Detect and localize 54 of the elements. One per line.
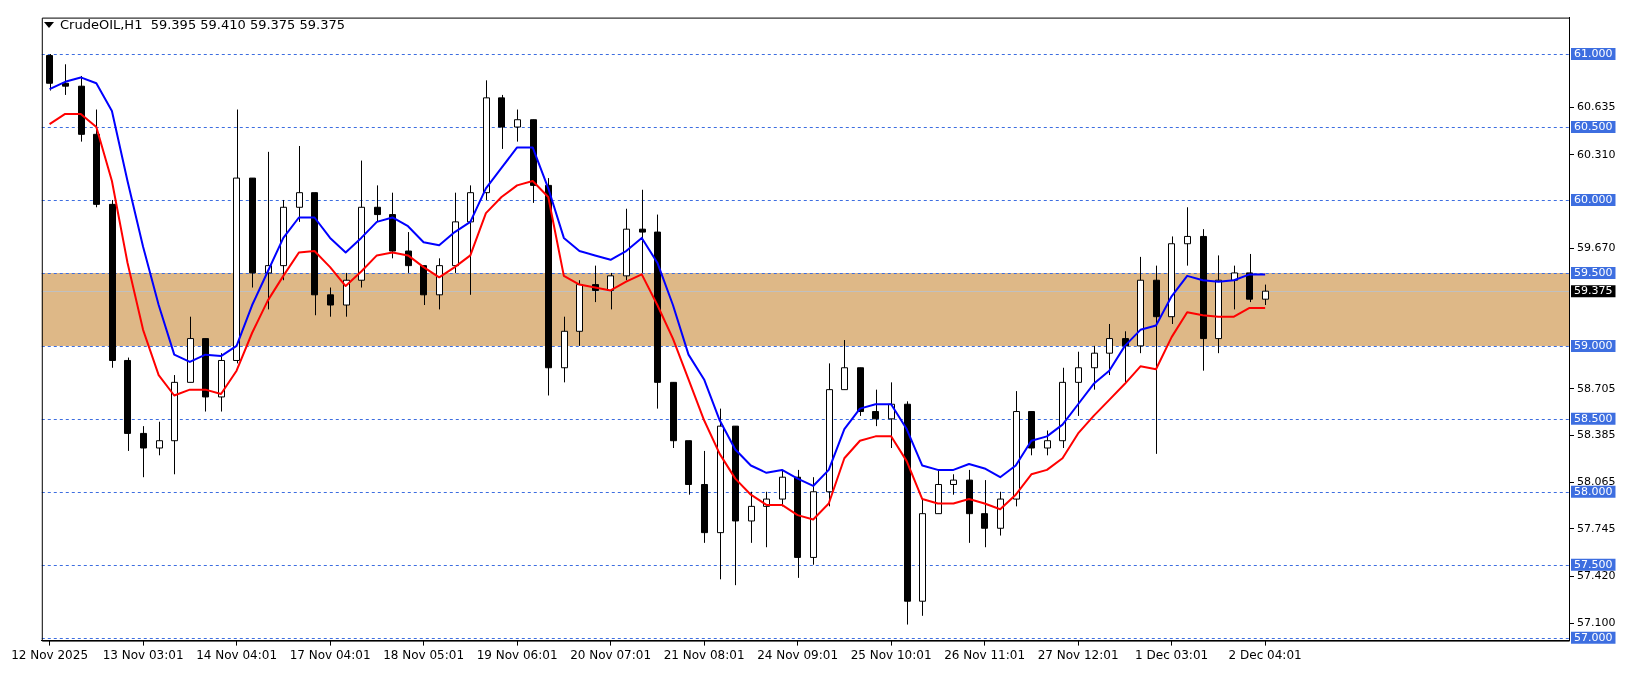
- candlestick: [140, 425, 147, 478]
- candlestick: [374, 184, 381, 223]
- candlestick: [950, 473, 957, 496]
- candlestick: [514, 109, 521, 143]
- x-tick-label: 20 Nov 07:01: [570, 647, 652, 662]
- x-tick-label: 13 Nov 03:01: [102, 647, 184, 662]
- x-tick-label: 19 Nov 06:01: [476, 647, 558, 662]
- candlestick: [779, 469, 786, 507]
- ref-line-label: 60.000: [1574, 192, 1613, 206]
- candlestick: [1091, 345, 1098, 391]
- x-tick-label: 14 Nov 04:01: [196, 647, 278, 662]
- x-tick-label: 12 Nov 2025: [11, 647, 89, 662]
- candlestick: [296, 145, 303, 223]
- x-tick-label: 24 Nov 09:01: [757, 647, 839, 662]
- ref-line-label: 57.000: [1574, 630, 1613, 644]
- candlestick: [1044, 430, 1051, 456]
- chart-title: CrudeOIL,H1 59.395 59.410 59.375 59.375: [60, 17, 346, 32]
- y-tick-label: 58.385: [1577, 428, 1616, 442]
- candlestick: [156, 421, 163, 456]
- x-tick-label: 1 Dec 03:01: [1135, 647, 1209, 662]
- candlestick: [872, 389, 879, 427]
- ref-line-label: 58.500: [1574, 411, 1613, 425]
- y-tick-label: 57.745: [1577, 521, 1616, 535]
- x-tick-label: 21 Nov 08:01: [663, 647, 745, 662]
- y-tick-label: 59.670: [1577, 240, 1616, 254]
- candlestick: [841, 339, 848, 391]
- y-tick-label: 60.310: [1577, 147, 1616, 161]
- candlestick: [327, 287, 334, 318]
- candlestick: [1262, 284, 1269, 306]
- candlestick: [62, 63, 69, 96]
- x-tick-label: 2 Dec 04:01: [1228, 647, 1302, 662]
- candlestick: [1106, 323, 1113, 376]
- ref-line-label: 59.375: [1574, 284, 1613, 298]
- x-tick-label: 27 Nov 12:01: [1037, 647, 1119, 662]
- candlestick: [607, 272, 614, 310]
- ref-line-label: 59.500: [1574, 265, 1613, 279]
- candlestick: [748, 491, 755, 544]
- x-tick-label: 25 Nov 10:01: [850, 647, 932, 662]
- candlestick: [1184, 206, 1191, 267]
- y-tick-label: 57.420: [1577, 569, 1616, 583]
- y-tick-label: 60.635: [1577, 100, 1616, 114]
- x-tick-label: 17 Nov 04:01: [289, 647, 371, 662]
- ref-line-label: 60.500: [1574, 119, 1613, 133]
- ref-line-label: 59.000: [1574, 338, 1613, 352]
- y-tick-label: 58.705: [1577, 381, 1616, 395]
- x-tick-label: 18 Nov 05:01: [383, 647, 465, 662]
- ref-line-label: 57.500: [1574, 557, 1613, 571]
- y-tick-label: 57.100: [1577, 615, 1616, 629]
- candlestick: [1075, 351, 1082, 417]
- candlestick: [639, 189, 646, 274]
- x-tick-label: 26 Nov 11:01: [944, 647, 1026, 662]
- ref-line-label: 58.000: [1574, 484, 1613, 498]
- ref-line-label: 61.000: [1574, 46, 1613, 60]
- candlestick: [981, 479, 988, 548]
